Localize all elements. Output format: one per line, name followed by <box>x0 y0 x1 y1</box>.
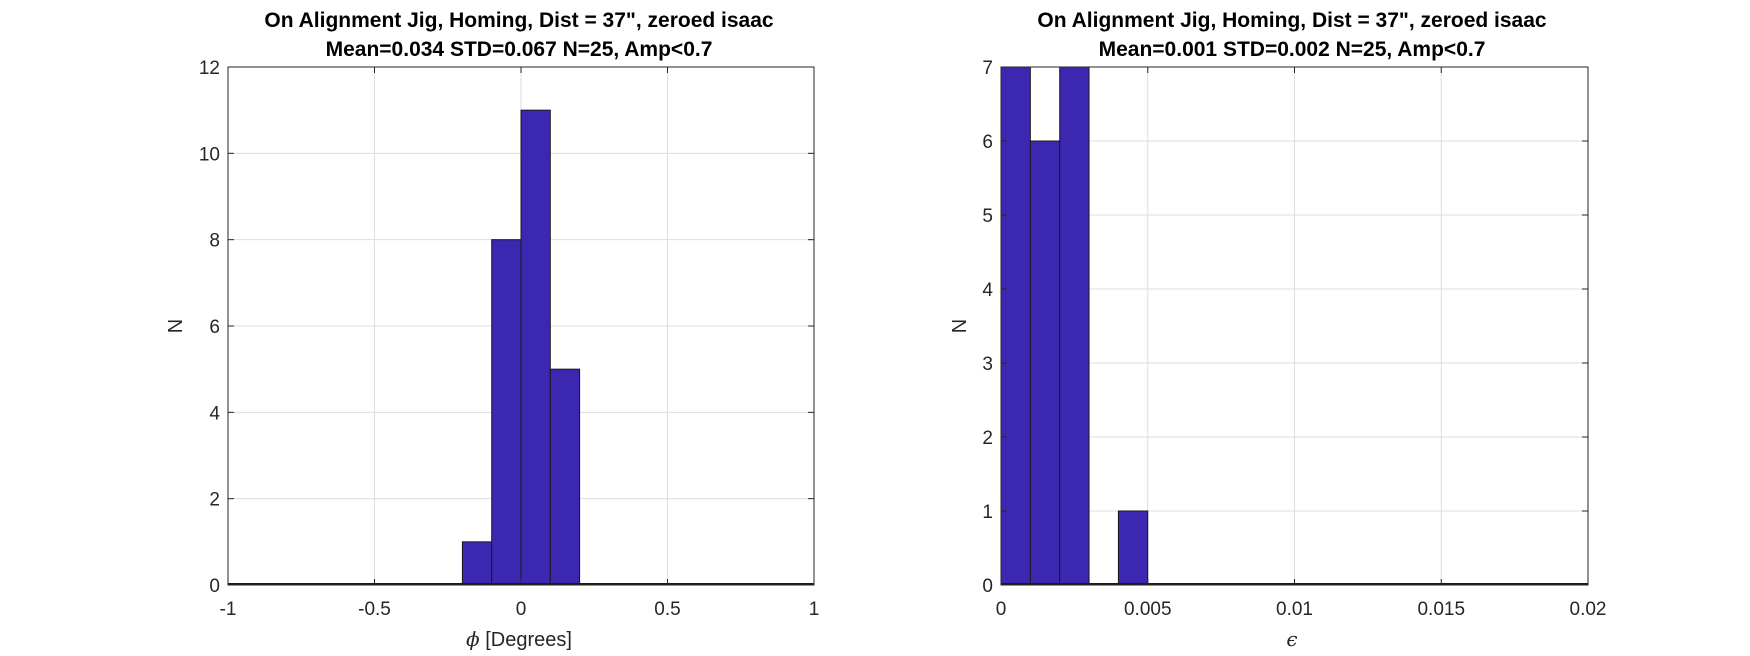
y-tick-label: 4 <box>209 403 220 424</box>
x-tick-label: 0.01 <box>1276 599 1313 620</box>
y-axis-label: N <box>165 319 187 333</box>
histogram-bar <box>520 109 551 586</box>
x-tick-label: 0.005 <box>1124 599 1172 620</box>
y-tick-label: 4 <box>982 280 993 301</box>
histogram-bar <box>461 541 493 586</box>
y-tick-label: 8 <box>209 231 220 252</box>
histogram-epsilon: On Alignment Jig, Homing, Dist = 37", ze… <box>949 9 1606 651</box>
x-axis-label: ϕ [Degrees] <box>466 627 572 651</box>
histogram-bar <box>1029 140 1061 586</box>
y-tick-label: 2 <box>209 490 220 511</box>
y-tick-label: 6 <box>982 132 993 153</box>
histogram-phi: On Alignment Jig, Homing, Dist = 37", ze… <box>165 9 819 651</box>
x-axis-label-text: [Degrees] <box>480 629 572 651</box>
x-axis-label-symbol: ϕ <box>466 627 480 651</box>
x-tick-label: -0.5 <box>358 599 391 620</box>
histogram-bar <box>1000 66 1031 586</box>
histogram-bar <box>549 368 581 586</box>
y-tick-label: 10 <box>199 144 220 165</box>
y-tick-label: 0 <box>209 576 220 597</box>
x-tick-label: 0 <box>516 599 527 620</box>
chart-title-line2: Mean=0.034 STD=0.067 N=25, Amp<0.7 <box>326 38 713 61</box>
x-axis-label: ϵ <box>1286 627 1297 651</box>
y-tick-label: 3 <box>982 354 993 375</box>
y-axis-label: N <box>949 319 971 333</box>
x-tick-label: 0.02 <box>1570 599 1607 620</box>
chart-title-line1: On Alignment Jig, Homing, Dist = 37", ze… <box>1037 9 1547 32</box>
histogram-bar <box>1059 66 1090 586</box>
histogram-bar <box>491 239 522 586</box>
y-tick-label: 12 <box>199 58 220 79</box>
x-tick-label: 1 <box>809 599 820 620</box>
y-tick-label: 0 <box>982 576 993 597</box>
histogram-bar <box>1117 510 1149 586</box>
y-tick-label: 5 <box>982 206 993 227</box>
x-tick-label: 0.015 <box>1417 599 1465 620</box>
x-axis-label-symbol: ϵ <box>1286 627 1297 651</box>
ticks: 0 0.005 0.01 0.015 0.02 0 1 2 3 4 5 6 7 <box>982 58 1606 620</box>
chart-title-line2: Mean=0.001 STD=0.002 N=25, Amp<0.7 <box>1099 38 1486 61</box>
chart-title-line1: On Alignment Jig, Homing, Dist = 37", ze… <box>264 9 774 32</box>
x-tick-label: -1 <box>220 599 237 620</box>
x-tick-label: 0 <box>996 599 1007 620</box>
x-tick-label: 0.5 <box>654 599 680 620</box>
y-tick-label: 2 <box>982 428 993 449</box>
bars <box>228 109 814 586</box>
y-tick-label: 6 <box>209 317 220 338</box>
y-tick-label: 7 <box>982 58 993 79</box>
y-tick-label: 1 <box>982 502 993 523</box>
